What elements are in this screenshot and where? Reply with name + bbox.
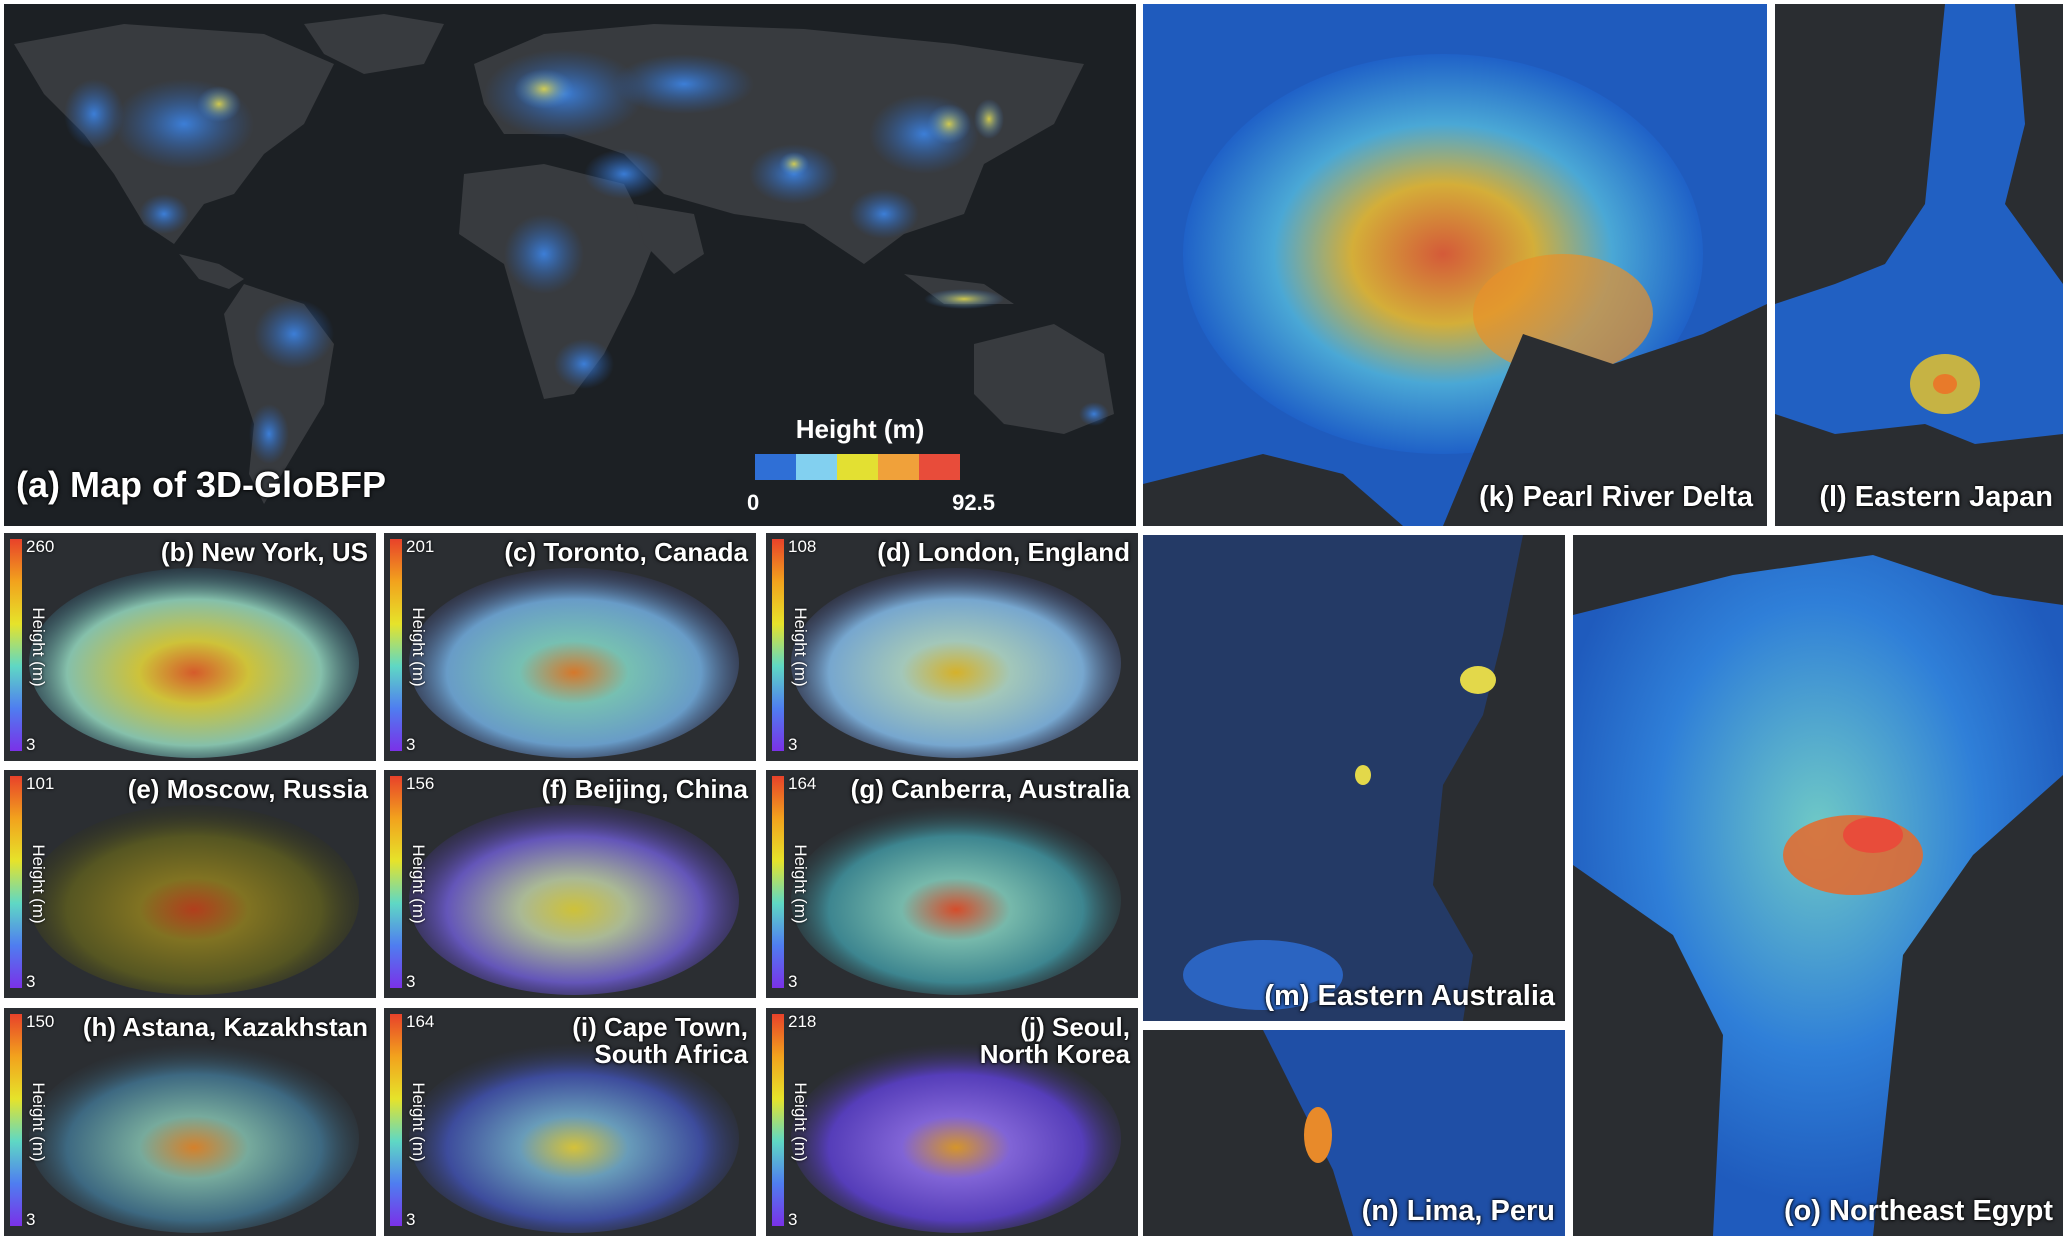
city-label: (c) Toronto, Canada (504, 537, 748, 567)
region-label-n: (n) Lima, Peru (1361, 1194, 1555, 1227)
colorbar-min-value: 3 (406, 735, 416, 754)
city-label: (d) London, England (877, 537, 1130, 567)
world-map-panel: (a) Map of 3D-GloBFP (4, 4, 1136, 526)
legend-swatch (755, 454, 796, 480)
legend-max-value: 92.5 (952, 490, 995, 515)
city-map-graphic (766, 1008, 1138, 1236)
city-map-graphic (384, 1008, 756, 1236)
city-panel: 201 3 Height (m) (c) Toronto, Canada (384, 533, 756, 761)
city-label: (h) Astana, Kazakhstan (82, 1012, 368, 1042)
height-legend: Height (m) 0 92.5 (747, 414, 995, 515)
colorbar-max-value: 218 (788, 1012, 817, 1031)
region-map-graphic (1143, 1030, 1565, 1236)
colorbar-unit-label: Height (m) (791, 1082, 810, 1162)
city-panel: 218 3 Height (m) (j) Seoul, North Korea (766, 1008, 1138, 1236)
colorbar-min-value: 3 (788, 735, 798, 754)
colorbar-min-value: 3 (26, 735, 36, 754)
colorbar-unit-label: Height (m) (29, 607, 48, 687)
height-colorbar (390, 539, 402, 751)
region-label-l: (l) Eastern Japan (1819, 480, 2053, 513)
world-map-graphic (4, 4, 1136, 526)
legend-swatch (796, 454, 837, 480)
colorbar-max-value: 108 (788, 537, 817, 556)
city-map-graphic (766, 533, 1138, 761)
height-colorbar (10, 539, 22, 751)
region-label-k: (k) Pearl River Delta (1478, 480, 1753, 513)
colorbar-min-value: 3 (788, 972, 798, 991)
colorbar-unit-label: Height (m) (409, 607, 428, 687)
city-map-graphic (766, 770, 1138, 998)
colorbar-max-value: 164 (788, 774, 817, 793)
legend-swatch (837, 454, 878, 480)
region-map-graphic (1143, 535, 1565, 1021)
region-map-graphic (1775, 4, 2063, 526)
city-label: (f) Beijing, China (541, 774, 748, 804)
height-colorbar (10, 776, 22, 988)
height-colorbar (772, 1014, 784, 1226)
world-map-title: (a) Map of 3D-GloBFP (16, 464, 386, 505)
city-panel: 108 3 Height (m) (d) London, England (766, 533, 1138, 761)
city-map-graphic (4, 1008, 376, 1236)
colorbar-min-value: 3 (406, 972, 416, 991)
region-panel-lima-peru: (n) Lima, Peru (1143, 1030, 1565, 1236)
legend-color-bar (755, 454, 960, 480)
city-panel: 150 3 Height (m) (h) Astana, Kazakhstan (4, 1008, 376, 1236)
region-map-graphic (1573, 535, 2063, 1236)
city-panel: 164 3 Height (m) (i) Cape Town, South Afric… (384, 1008, 756, 1236)
region-panel-pearl-river-delta: (k) Pearl River Delta (1143, 4, 1767, 526)
colorbar-max-value: 201 (406, 537, 435, 556)
city-panel: 101 3 Height (m) (e) Moscow, Russia (4, 770, 376, 998)
height-colorbar (390, 1014, 402, 1226)
colorbar-unit-label: Height (m) (791, 607, 810, 687)
colorbar-max-value: 164 (406, 1012, 435, 1031)
height-colorbar (10, 1014, 22, 1226)
city-label: (j) Seoul, North Korea (979, 1012, 1130, 1070)
colorbar-unit-label: Height (m) (409, 1082, 428, 1162)
city-label: (e) Moscow, Russia (127, 774, 368, 804)
colorbar-min-value: 3 (26, 972, 36, 991)
region-panel-eastern-japan: (l) Eastern Japan (1775, 4, 2063, 526)
colorbar-min-value: 3 (26, 1210, 36, 1229)
city-map-graphic (384, 770, 756, 998)
colorbar-unit-label: Height (m) (791, 844, 810, 924)
region-label-m: (m) Eastern Australia (1264, 979, 1555, 1012)
colorbar-unit-label: Height (m) (409, 844, 428, 924)
legend-min-value: 0 (747, 490, 760, 515)
colorbar-max-value: 150 (26, 1012, 55, 1031)
height-colorbar (390, 776, 402, 988)
colorbar-unit-label: Height (m) (29, 1082, 48, 1162)
height-colorbar (772, 539, 784, 751)
colorbar-min-value: 3 (788, 1210, 798, 1229)
region-label-o: (o) Northeast Egypt (1783, 1194, 2053, 1227)
city-panel: 260 3 Height (m) (b) New York, US (4, 533, 376, 761)
city-label: (b) New York, US (160, 537, 368, 567)
legend-title: Height (m) (795, 414, 925, 444)
colorbar-max-value: 156 (406, 774, 435, 793)
city-panel: 164 3 Height (m) (g) Canberra, Australia (766, 770, 1138, 998)
colorbar-max-value: 101 (26, 774, 55, 793)
region-panel-eastern-australia: (m) Eastern Australia (1143, 535, 1565, 1021)
city-map-graphic (4, 770, 376, 998)
region-panel-northeast-egypt: (o) Northeast Egypt (1573, 535, 2063, 1236)
colorbar-max-value: 260 (26, 537, 55, 556)
colorbar-unit-label: Height (m) (29, 844, 48, 924)
colorbar-min-value: 3 (406, 1210, 416, 1229)
legend-swatch (878, 454, 919, 480)
city-panel: 156 3 Height (m) (f) Beijing, China (384, 770, 756, 998)
city-map-graphic (4, 533, 376, 761)
city-label: (g) Canberra, Australia (850, 774, 1130, 804)
city-label: (i) Cape Town, South Africa (572, 1012, 748, 1070)
height-colorbar (772, 776, 784, 988)
city-map-graphic (384, 533, 756, 761)
legend-swatch (919, 454, 960, 480)
region-map-graphic (1143, 4, 1767, 526)
